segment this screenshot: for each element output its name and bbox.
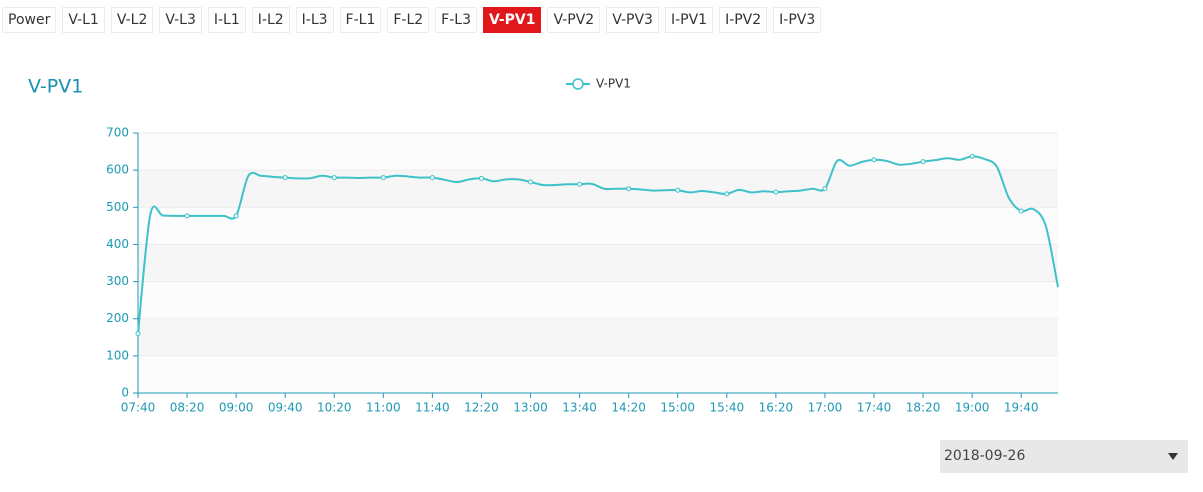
tab[interactable]: Power	[2, 7, 57, 33]
y-tick-label: 600	[106, 163, 129, 177]
point	[577, 181, 583, 187]
chart: V-PV1 0 100 200 300 400 500 600 700 07:40 08:20 09…	[28, 76, 1059, 415]
x-tick-label: 09:40	[268, 401, 303, 415]
point	[871, 157, 877, 163]
tab[interactable]: V-L3	[159, 7, 202, 33]
point	[822, 186, 828, 192]
point	[920, 159, 926, 165]
x-tick-label: 14:20	[611, 401, 646, 415]
tab[interactable]: I-PV1	[664, 7, 714, 33]
point	[528, 179, 534, 185]
tab[interactable]: V-L2	[110, 7, 154, 33]
date-value: 2018-09-26	[944, 448, 1026, 464]
dropdown-arrow	[1168, 453, 1178, 460]
tab[interactable]: V-L1	[62, 7, 105, 33]
point	[724, 191, 730, 197]
chart-title: V-PV1	[28, 76, 83, 98]
point	[626, 186, 632, 192]
point	[233, 213, 239, 219]
tab[interactable]: I-PV3	[773, 7, 822, 33]
x-tick-label: 12:20	[464, 401, 499, 415]
x-tick-label: 10:20	[317, 401, 352, 415]
x-tick-label: 15:40	[710, 401, 745, 415]
x-tick-label: 11:00	[366, 401, 401, 415]
tab[interactable]: F-L2	[387, 7, 430, 33]
y-tick-label: 300	[106, 274, 129, 288]
point	[184, 213, 190, 219]
y-tick-label: 200	[106, 311, 129, 325]
x-tick-label: 17:40	[857, 401, 892, 415]
tab[interactable]: F-L3	[435, 7, 477, 33]
point	[282, 175, 288, 181]
x-tick-label: 19:00	[955, 401, 990, 415]
split-area	[138, 170, 1058, 208]
split-area	[138, 318, 1058, 356]
x-tick-label: 16:20	[759, 401, 794, 415]
tab[interactable]: V-PV3	[606, 7, 659, 33]
y-tick-label: 500	[106, 200, 129, 214]
point	[380, 175, 386, 181]
point	[135, 331, 141, 337]
x-tick-label: 07:40	[121, 401, 156, 415]
point	[429, 175, 435, 181]
tab[interactable]: I-PV2	[719, 7, 768, 33]
tab[interactable]: I-L3	[295, 7, 334, 33]
x-tick-label: 13:40	[562, 401, 597, 415]
x-tick-label: 18:20	[906, 401, 941, 415]
y-tick-label: 100	[106, 348, 129, 362]
legend-label: V-PV1	[596, 77, 631, 91]
point	[969, 153, 975, 159]
point	[331, 175, 337, 181]
tab[interactable]: I-L2	[251, 7, 290, 33]
x-tick-label: 11:40	[415, 401, 450, 415]
split-area	[138, 244, 1058, 282]
x-tick-label: 15:00	[660, 401, 695, 415]
x-tick-label: 08:20	[170, 401, 205, 415]
split-area	[138, 355, 1058, 393]
y-tick-label: 400	[106, 237, 129, 251]
tab[interactable]: V-PV1	[482, 7, 542, 33]
tab[interactable]: V-PV2	[547, 7, 601, 33]
x-tick-label: 19:40	[1004, 401, 1039, 415]
point	[478, 175, 484, 181]
point	[1018, 208, 1024, 214]
split-area	[138, 207, 1058, 245]
x-tick-label: 09:00	[219, 401, 254, 415]
date-select[interactable]: 2018-09-26	[940, 440, 1188, 473]
split-area	[138, 281, 1058, 319]
tab[interactable]: I-L1	[207, 7, 246, 33]
split-area	[138, 133, 1058, 171]
y-tick-label: 700	[106, 126, 129, 140]
x-tick-label: 17:00	[808, 401, 843, 415]
tab[interactable]: F-L1	[339, 7, 382, 33]
tab-bar: Power V-L1 V-L2 V-L3 I-L1 I-L2 I-L3 F-L1 F-L2 F-L…	[2, 7, 822, 33]
point	[773, 189, 779, 195]
y-tick-label: 0	[121, 386, 129, 400]
legend-symbol	[572, 78, 584, 90]
point	[675, 187, 681, 193]
x-tick-label: 13:00	[513, 401, 548, 415]
